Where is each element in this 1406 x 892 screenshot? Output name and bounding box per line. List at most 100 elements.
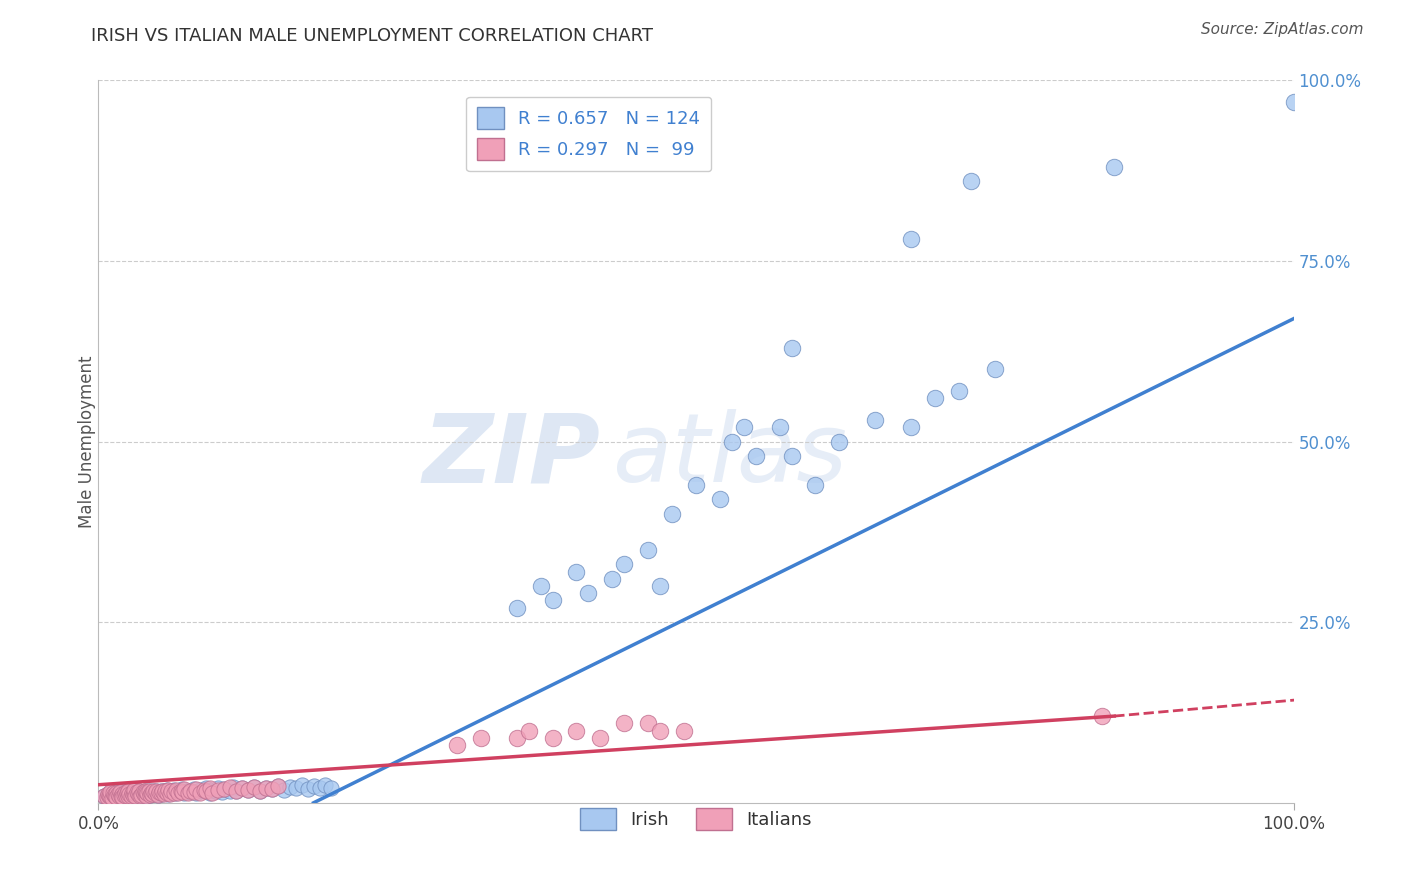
Point — [243, 780, 266, 794]
Point — [768, 420, 790, 434]
Point — [131, 788, 153, 802]
Point — [98, 789, 122, 803]
Point — [124, 786, 146, 800]
Point — [153, 787, 176, 801]
Point — [125, 785, 148, 799]
Point — [804, 478, 827, 492]
Point — [150, 783, 173, 797]
Point — [107, 787, 129, 801]
Point — [517, 723, 540, 738]
Point — [124, 786, 146, 800]
Point — [148, 785, 170, 799]
Point — [107, 787, 129, 801]
Point — [131, 785, 153, 799]
Point — [188, 786, 211, 800]
Point — [155, 784, 177, 798]
Point — [124, 789, 146, 803]
Point — [249, 783, 271, 797]
Point — [135, 789, 157, 803]
Point — [308, 780, 330, 795]
Point — [111, 784, 134, 798]
Point — [163, 786, 186, 800]
Point — [236, 782, 259, 797]
Point — [201, 782, 224, 797]
Point — [131, 785, 153, 799]
Point — [267, 779, 290, 793]
Point — [135, 785, 157, 799]
Point — [156, 782, 179, 797]
Point — [254, 780, 277, 795]
Point — [131, 788, 153, 802]
Point — [225, 784, 247, 798]
Point — [122, 788, 145, 802]
Point — [134, 783, 156, 797]
Point — [284, 781, 307, 796]
Point — [260, 782, 283, 797]
Point — [124, 782, 146, 797]
Point — [142, 784, 165, 798]
Point — [139, 786, 162, 800]
Point — [105, 790, 128, 805]
Point — [145, 783, 167, 797]
Point — [100, 790, 122, 805]
Point — [506, 600, 529, 615]
Point — [117, 784, 139, 798]
Point — [960, 174, 983, 188]
Point — [143, 786, 166, 800]
Point — [195, 781, 218, 796]
Point — [231, 781, 253, 796]
Point — [122, 788, 145, 802]
Point — [780, 341, 803, 355]
Point — [207, 780, 229, 795]
Point — [98, 789, 121, 804]
Point — [924, 391, 946, 405]
Text: Source: ZipAtlas.com: Source: ZipAtlas.com — [1201, 22, 1364, 37]
Point — [195, 784, 218, 798]
Point — [139, 788, 162, 802]
Point — [648, 579, 672, 593]
Point — [135, 789, 157, 803]
Point — [613, 558, 636, 572]
Point — [108, 785, 131, 799]
Point — [118, 787, 141, 801]
Point — [148, 785, 170, 799]
Point — [780, 449, 803, 463]
Point — [637, 716, 659, 731]
Point — [179, 783, 201, 797]
Point — [134, 783, 156, 797]
Point — [297, 782, 319, 797]
Point — [155, 786, 177, 800]
Point — [153, 784, 176, 798]
Point — [96, 790, 118, 805]
Point — [900, 232, 922, 246]
Point — [104, 789, 127, 804]
Point — [661, 507, 683, 521]
Point — [93, 789, 115, 803]
Point — [183, 785, 205, 799]
Point — [115, 786, 138, 800]
Point — [112, 788, 135, 802]
Point — [141, 787, 163, 801]
Point — [219, 783, 242, 797]
Point — [150, 787, 173, 801]
Text: ZIP: ZIP — [422, 409, 600, 502]
Point — [709, 492, 731, 507]
Y-axis label: Male Unemployment: Male Unemployment — [79, 355, 96, 528]
Point — [129, 786, 152, 800]
Point — [139, 786, 162, 800]
Point — [273, 782, 295, 797]
Point — [212, 782, 235, 797]
Point — [98, 785, 122, 799]
Point — [101, 786, 124, 800]
Point — [1104, 160, 1126, 174]
Point — [602, 572, 624, 586]
Point — [138, 784, 160, 798]
Point — [93, 789, 115, 803]
Point — [117, 789, 139, 803]
Point — [685, 478, 707, 492]
Point — [128, 784, 150, 798]
Point — [149, 786, 172, 800]
Point — [186, 786, 208, 800]
Point — [204, 784, 226, 798]
Point — [278, 780, 301, 794]
